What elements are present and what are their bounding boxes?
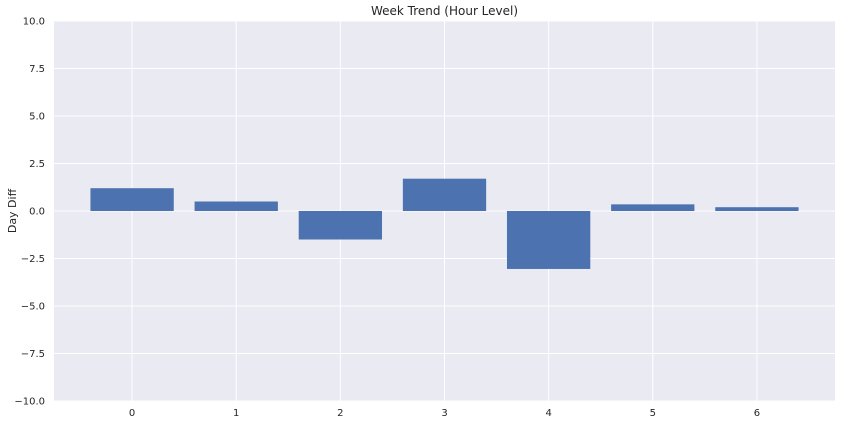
y-tick-labels: −10.0 −7.5 −5.0 −2.5 0.0 2.5 5.0 7.5 10.0: [14, 17, 45, 408]
y-tick-label: 7.5: [29, 64, 45, 75]
y-tick-label: −5.0: [21, 302, 45, 313]
bars: [90, 178, 799, 269]
y-tick-label: 0.0: [29, 207, 45, 218]
bar-1: [194, 201, 278, 211]
bar-6: [715, 207, 799, 211]
y-tick-label: 5.0: [29, 112, 45, 123]
y-tick-label: 2.5: [29, 159, 45, 170]
bar-3: [402, 178, 487, 211]
x-tick-label: 5: [650, 408, 656, 419]
x-tick-label: 0: [129, 408, 135, 419]
x-tick-label: 4: [545, 408, 551, 419]
bar-4: [506, 211, 591, 269]
bar-5: [611, 204, 695, 211]
x-tick-label: 2: [337, 408, 343, 419]
x-tick-labels: 0 1 2 3 4 5 6: [129, 408, 760, 419]
x-tick-label: 1: [233, 408, 239, 419]
x-tick-label: 6: [754, 408, 760, 419]
y-axis-label: Day Diff: [6, 188, 19, 233]
bar-2: [298, 211, 383, 240]
bar-0: [90, 188, 174, 211]
chart-title: Week Trend (Hour Level): [371, 4, 518, 18]
y-tick-label: −2.5: [21, 254, 45, 265]
y-tick-label: 10.0: [23, 17, 45, 28]
x-tick-label: 3: [441, 408, 447, 419]
y-tick-label: −10.0: [14, 397, 45, 408]
y-tick-label: −7.5: [21, 349, 45, 360]
